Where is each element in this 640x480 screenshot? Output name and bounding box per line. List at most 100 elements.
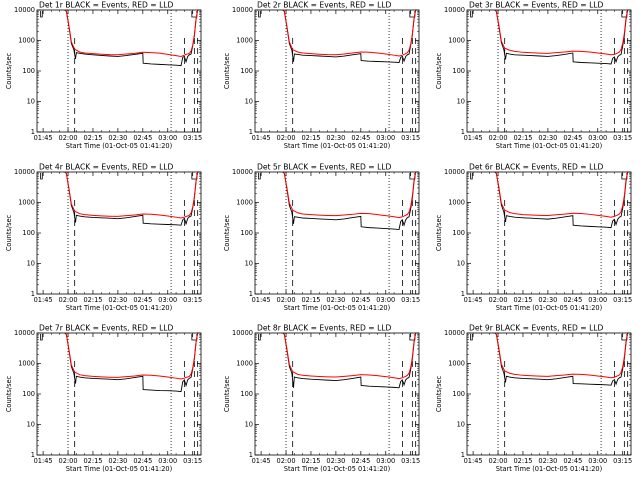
plot-frame: [466, 171, 632, 295]
y-tick-label: 1000: [448, 37, 465, 45]
y-tick-label: 1000: [236, 360, 253, 368]
events-series-line: [64, 10, 199, 67]
x-tick-label: 03:15: [613, 457, 632, 465]
y-tick-label: 10000: [232, 329, 253, 337]
x-tick-label: 03:15: [613, 134, 632, 142]
y-axis-label: Counts/sec: [5, 375, 13, 412]
plot-frame: [254, 332, 420, 456]
plot-frame: [36, 171, 202, 295]
x-tick-label: 03:00: [158, 134, 177, 142]
panel-det-4: Det 4r BLACK = Events, RED = LLD Counts/s…: [5, 163, 202, 313]
y-axis-label: Counts/sec: [223, 375, 231, 412]
x-tick-label: 03:15: [401, 134, 420, 142]
y-tick-label: 10: [245, 98, 253, 106]
y-tick-label: 1: [461, 451, 465, 459]
x-tick-label: 03:15: [613, 296, 632, 304]
events-series-line: [282, 10, 417, 63]
lld-series-line: [64, 10, 199, 57]
panel-title: Det 3r BLACK = Events, RED = LLD: [469, 1, 604, 10]
x-tick-label: 02:00: [277, 457, 296, 465]
x-tick-label: 03:00: [376, 296, 395, 304]
x-tick-label: 02:30: [538, 457, 557, 465]
y-tick-label: 100: [22, 67, 35, 75]
panel-det-2: Det 2r BLACK = Events, RED = LLD Counts/s…: [223, 1, 420, 151]
lld-series-line: [282, 333, 417, 380]
y-axis-label: Counts/sec: [435, 375, 443, 412]
y-tick-label: 1000: [18, 37, 35, 45]
x-tick-label: 02:30: [326, 457, 345, 465]
y-tick-label: 100: [22, 390, 35, 398]
y-tick-label: 10: [457, 98, 465, 106]
state-bracket: [470, 334, 473, 341]
x-tick-label: 02:30: [538, 134, 557, 142]
y-tick-label: 100: [240, 229, 253, 237]
x-tick-label: 01:45: [34, 457, 53, 465]
x-tick-label: 03:00: [588, 457, 607, 465]
y-tick-label: 10000: [14, 6, 35, 14]
x-tick-label: 02:45: [563, 457, 582, 465]
panel-title: Det 1r BLACK = Events, RED = LLD: [39, 1, 174, 10]
plot-frame: [254, 9, 420, 133]
y-tick-label: 1000: [236, 37, 253, 45]
state-bracket: [40, 173, 43, 180]
panel-det-7: Det 7r BLACK = Events, RED = LLD Counts/s…: [5, 324, 202, 474]
x-tick-label: 02:15: [83, 457, 102, 465]
y-tick-label: 10000: [444, 6, 465, 14]
y-axis-label: Counts/sec: [5, 214, 13, 251]
x-tick-label: 02:00: [489, 457, 508, 465]
y-axis-label: Counts/sec: [223, 52, 231, 89]
lld-series-line: [494, 10, 629, 56]
x-tick-label: 02:30: [108, 134, 127, 142]
x-tick-label: 01:45: [252, 457, 271, 465]
x-tick-label: 01:45: [464, 296, 483, 304]
x-tick-label: 03:15: [401, 457, 420, 465]
x-tick-label: 01:45: [252, 296, 271, 304]
panel-title: Det 2r BLACK = Events, RED = LLD: [257, 1, 392, 10]
x-tick-label: 02:15: [83, 296, 102, 304]
events-series-line: [494, 333, 629, 386]
lld-series-line: [494, 172, 629, 218]
lld-series-line: [64, 172, 199, 219]
y-tick-label: 10000: [14, 329, 35, 337]
state-bracket: [40, 334, 43, 341]
y-tick-label: 10: [27, 421, 35, 429]
x-tick-label: 02:45: [563, 296, 582, 304]
panel-title: Det 6r BLACK = Events, RED = LLD: [469, 163, 604, 172]
y-tick-label: 10: [457, 421, 465, 429]
lld-series-line: [64, 333, 199, 380]
y-axis-label: Counts/sec: [5, 52, 13, 89]
x-tick-label: 02:15: [301, 457, 320, 465]
panel-det-1: Det 1r BLACK = Events, RED = LLD Counts/s…: [5, 1, 202, 151]
x-tick-label: 02:45: [133, 296, 152, 304]
x-axis-label: Start Time (01-Oct-05 01:41:20): [284, 304, 390, 312]
lld-series-line: [282, 10, 417, 57]
y-tick-label: 1: [249, 451, 253, 459]
x-axis-label: Start Time (01-Oct-05 01:41:20): [496, 465, 602, 473]
x-tick-label: 03:15: [183, 134, 202, 142]
y-tick-label: 100: [22, 229, 35, 237]
y-tick-label: 1000: [18, 199, 35, 207]
x-tick-label: 03:00: [588, 296, 607, 304]
y-tick-label: 10: [245, 260, 253, 268]
x-tick-label: 02:00: [277, 134, 296, 142]
x-tick-label: 02:00: [489, 296, 508, 304]
y-tick-label: 1: [461, 290, 465, 298]
x-tick-label: 02:15: [301, 296, 320, 304]
state-bracket: [470, 173, 473, 180]
y-tick-label: 10000: [232, 6, 253, 14]
x-tick-label: 02:15: [513, 134, 532, 142]
y-axis-label: Counts/sec: [223, 214, 231, 251]
x-axis-label: Start Time (01-Oct-05 01:41:20): [66, 304, 172, 312]
x-tick-label: 02:45: [351, 296, 370, 304]
x-tick-label: 03:00: [588, 134, 607, 142]
y-tick-label: 1: [31, 451, 35, 459]
x-tick-label: 02:00: [277, 296, 296, 304]
plot-frame: [254, 171, 420, 295]
x-tick-label: 02:15: [513, 457, 532, 465]
x-tick-label: 03:00: [158, 296, 177, 304]
plot-frame: [466, 332, 632, 456]
lld-series-line: [282, 172, 417, 219]
x-tick-label: 03:15: [183, 296, 202, 304]
x-tick-label: 01:45: [34, 134, 53, 142]
